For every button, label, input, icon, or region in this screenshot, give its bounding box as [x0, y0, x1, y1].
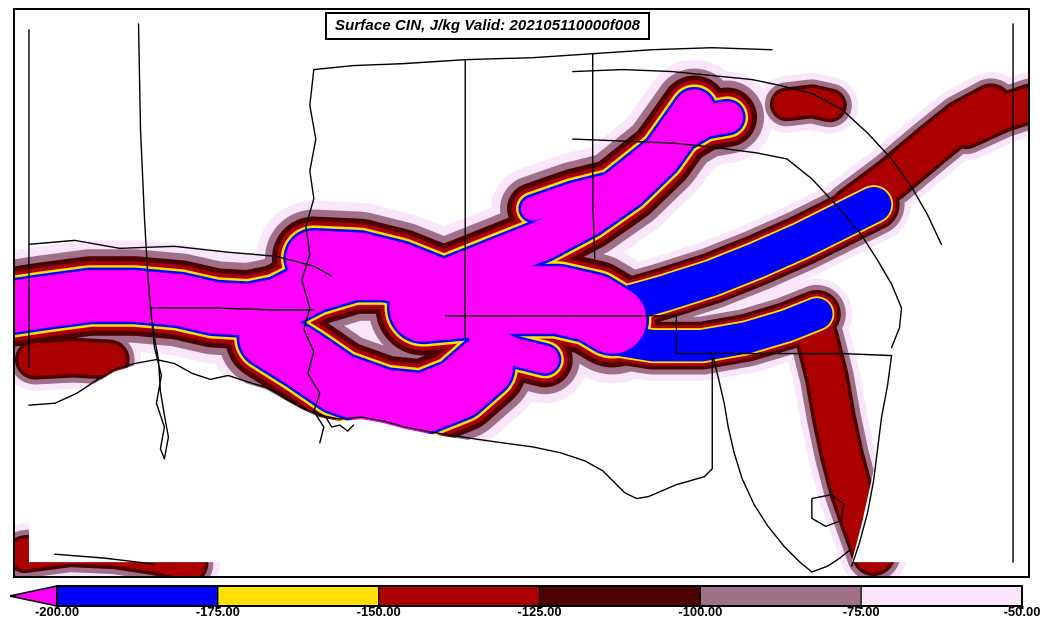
border-ok-ar: [149, 307, 315, 311]
colorbar-tick-label: -75.00: [842, 604, 880, 619]
colorbar-band-dark-maroon: [538, 585, 701, 607]
coast-gulf: [28, 352, 713, 500]
atlantic-ocean-mask: [851, 258, 1014, 563]
lake-okeechobee: [811, 493, 845, 528]
cin-contour-150: [949, 87, 1028, 146]
colorbar: -200.00 -175.00 -150.00 -125.00 -100.00 -75.0…: [0, 580, 1044, 633]
colorbar-tick-label: -50.00: [1003, 604, 1041, 619]
colorbar-band-yellow: [217, 585, 380, 607]
border-tx-ok-vertical: [137, 23, 170, 460]
cin-contour-200: [586, 298, 833, 362]
border-tx-la: [149, 307, 166, 460]
cin-core-below200: [469, 323, 559, 374]
border-ga-fl: [675, 352, 893, 357]
map-plot-area: [15, 23, 1028, 576]
colorbar-tick-label: -125.00: [517, 604, 562, 619]
colorbar-band-mauve: [699, 585, 862, 607]
border-mississippi-river: [301, 68, 325, 444]
cin-core-below200: [596, 101, 744, 205]
border-al-ga-vert: [592, 52, 596, 259]
colorbar-under-arrow: [10, 585, 58, 607]
colorbar-band-pale-pink: [860, 585, 1023, 607]
coast-fl-gulf: [711, 352, 813, 573]
border-sc-ga-coast: [786, 158, 903, 349]
map-frame[interactable]: [13, 8, 1030, 578]
colorbar-tick-label: -200.00: [34, 604, 80, 619]
page-title: Surface CIN, J/kg Valid: 202105110000f00…: [335, 17, 641, 34]
clear-area-north-mask: [28, 23, 1014, 70]
cin-core-below200: [239, 307, 514, 434]
border-tn-north: [572, 68, 781, 87]
colorbar-band-blue: [56, 585, 219, 607]
colorbar-band-red: [378, 585, 541, 607]
cin-core-below200: [521, 172, 625, 221]
state-boundaries: [28, 23, 1014, 573]
cin-core-below200: [389, 266, 647, 354]
colorbar-swatches: [10, 583, 1034, 609]
colorbar-tick-label: -150.00: [356, 604, 401, 619]
coast-far-south: [54, 553, 156, 565]
map-title-box: Surface CIN, J/kg Valid: 202105110000f00…: [325, 12, 651, 40]
cin-core-below200-group: [15, 89, 744, 434]
border-tn-south: [572, 138, 788, 160]
colorbar-tick-label: -175.00: [195, 604, 240, 619]
cin-contour-150: [18, 341, 127, 376]
coast-fl-south: [811, 549, 851, 573]
coast-ms-delta: [313, 410, 355, 432]
border-tx-ok-north: [28, 239, 333, 277]
coast-fl-atlantic: [850, 354, 893, 567]
cin-contour-200: [594, 186, 892, 326]
cin-contour-150: [773, 87, 844, 119]
border-north-states: [313, 47, 773, 71]
gulf-of-mexico-mask: [28, 361, 711, 563]
colorbar-tick-label: -100.00: [678, 604, 723, 619]
border-nc-coast: [779, 84, 943, 246]
